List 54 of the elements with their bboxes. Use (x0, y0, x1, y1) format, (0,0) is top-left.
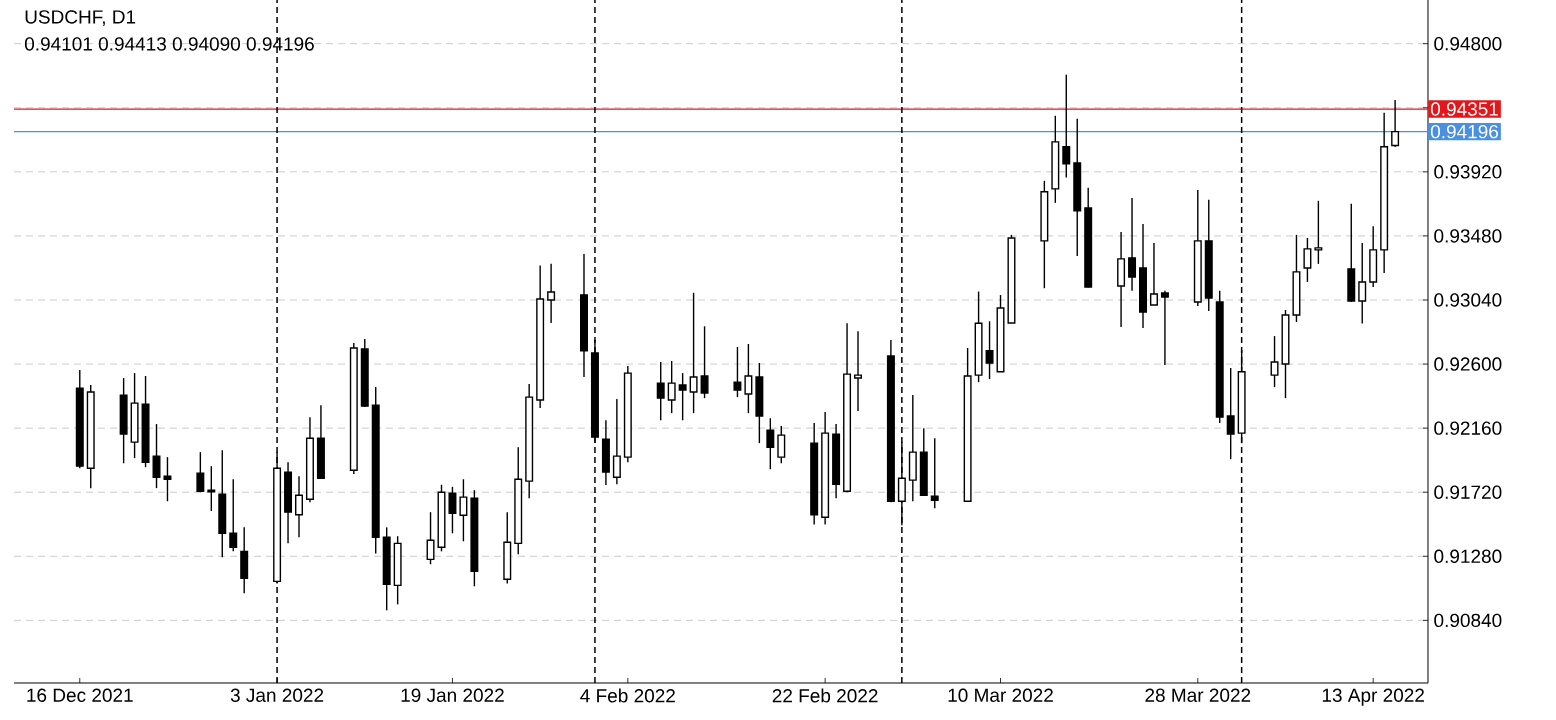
candlestick (207, 465, 216, 512)
candlestick (459, 478, 468, 542)
candlestick (426, 511, 435, 565)
y-tick-label: 0.92600 (1434, 357, 1502, 371)
candlestick (1303, 237, 1312, 283)
candlestick (985, 320, 994, 380)
candlestick (700, 325, 709, 399)
candlestick (152, 423, 161, 489)
candlestick (1128, 197, 1137, 292)
y-tick-label: 0.93040 (1434, 293, 1502, 307)
y-tick-label: 0.93920 (1434, 165, 1502, 179)
candlestick (733, 346, 742, 398)
candlestick (689, 292, 698, 414)
text: 0.94101 0.94413 0.94090 0.94196 (24, 37, 314, 51)
ref-line-label: 0.94196 (1430, 124, 1499, 139)
candlestick (854, 330, 862, 412)
candlestick (612, 398, 621, 485)
candlestick (1358, 242, 1367, 325)
x-tick-label: 22 Feb 2022 (772, 688, 878, 703)
x-tick-label: 4 Feb 2022 (580, 688, 675, 703)
candlestick (1391, 99, 1400, 148)
candlestick (656, 361, 665, 421)
y-tick-label: 0.91280 (1434, 549, 1502, 564)
candlestick (1062, 74, 1071, 179)
y-tick-label: 0.90840 (1434, 613, 1502, 628)
candlestick (930, 437, 939, 509)
candlestick (678, 372, 687, 421)
x-tick-label: 19 Jan 2022 (401, 688, 504, 702)
candlestick (1226, 367, 1235, 460)
candlestick (667, 360, 676, 414)
x-tick-label: 28 Mar 2022 (1145, 688, 1251, 702)
candlestick (196, 451, 205, 493)
candlestick (1270, 335, 1279, 388)
candlestick (766, 417, 775, 470)
y-tick-label: 0.94800 (1434, 36, 1502, 51)
candlestick (229, 478, 238, 553)
candlestick (1149, 242, 1158, 306)
candlestick (448, 486, 457, 534)
x-tick-label: 3 Jan 2022 (230, 688, 324, 702)
y-tick-label: 0.91720 (1434, 485, 1502, 499)
candlestick (547, 263, 556, 324)
candlestick (777, 425, 786, 464)
x-tick-label: 16 Dec 2021 (27, 688, 133, 702)
y-tick-label: 0.93480 (1434, 229, 1502, 243)
candlestick (744, 343, 753, 414)
y-tick-label: 0.92160 (1434, 421, 1502, 435)
x-tick-label: 13 Apr 2022 (1322, 688, 1424, 706)
candlestick (163, 456, 172, 502)
x-tick-label: 10 Mar 2022 (948, 688, 1053, 702)
candlestick (1160, 289, 1169, 366)
ref-line-label: 0.94351 (1430, 102, 1498, 116)
candlestick (295, 475, 303, 538)
candlestick (1314, 200, 1323, 265)
chart-title: USDCHF, D1 (25, 10, 136, 26)
